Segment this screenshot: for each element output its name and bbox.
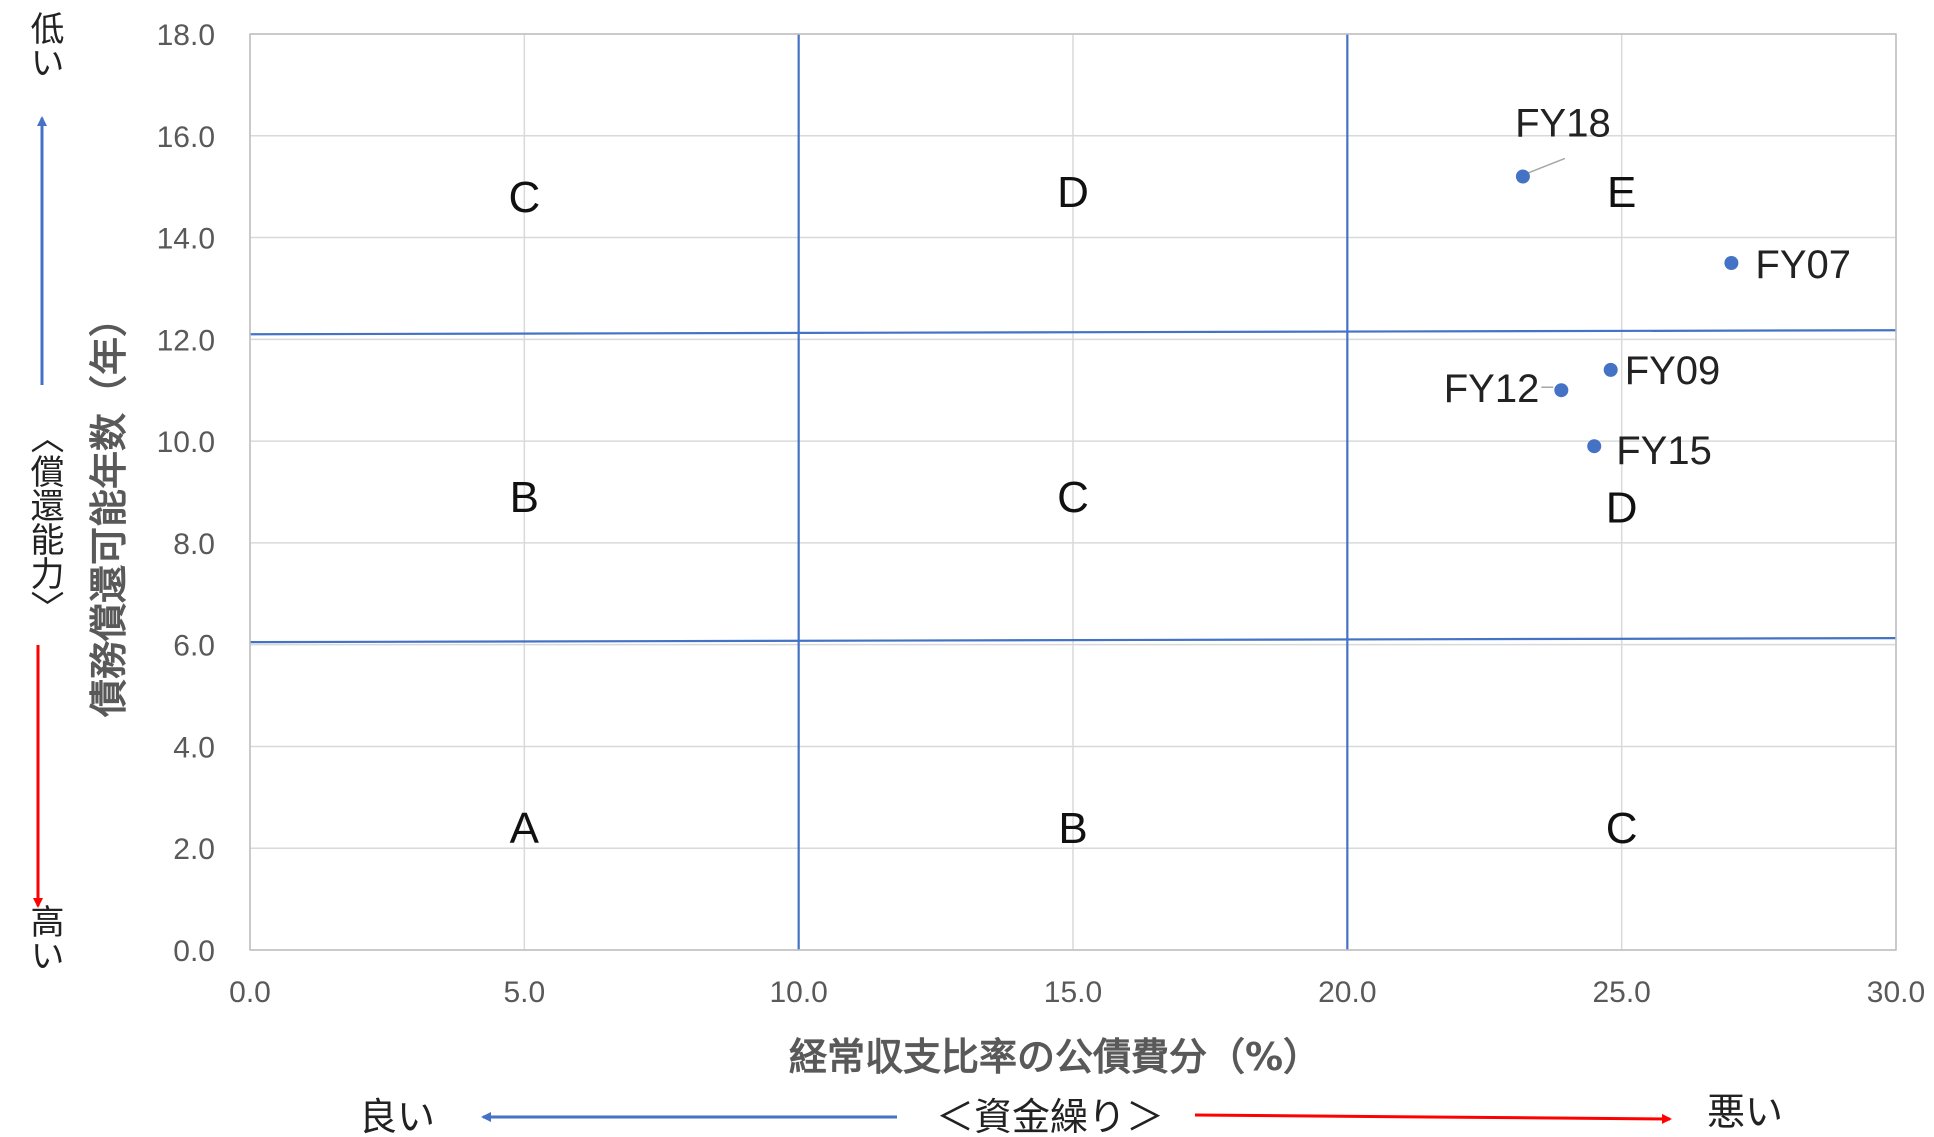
zone-label: C xyxy=(1057,473,1089,522)
zone-labels: A B C B C D C D E xyxy=(508,168,1637,853)
y-axis-title: 債務償還可能年数（年） xyxy=(87,299,131,718)
zone-label: C xyxy=(508,173,540,222)
x-right-arrow xyxy=(1194,1113,1672,1124)
y-tick-label: 2.0 xyxy=(173,833,215,866)
zone-label: C xyxy=(1606,804,1638,853)
y-axis-ticks: 0.0 2.0 4.0 6.0 8.0 10.0 12.0 14.0 16.0 18.0 xyxy=(157,19,215,968)
data-point-label: FY18 xyxy=(1515,101,1611,145)
x-center-label: ＜資金繰り＞ xyxy=(936,1095,1164,1137)
y-tick-label: 0.0 xyxy=(173,935,215,968)
x-tick-label: 0.0 xyxy=(229,976,271,1009)
y-tick-label: 6.0 xyxy=(173,630,215,663)
y-tick-label: 18.0 xyxy=(157,19,215,52)
data-point xyxy=(1554,383,1569,398)
horizontal-boundary-line xyxy=(249,637,1897,644)
zone-label: E xyxy=(1607,168,1636,217)
data-point xyxy=(1515,169,1530,184)
zone-label: D xyxy=(1057,168,1089,217)
x-tick-label: 25.0 xyxy=(1592,976,1650,1009)
y-tick-label: 4.0 xyxy=(173,731,215,764)
data-point-label: FY12 xyxy=(1444,367,1540,411)
data-points: FY18 FY07 FY09 FY12 FY15 xyxy=(1444,101,1851,473)
data-point-label: FY09 xyxy=(1625,349,1721,393)
y-tick-label: 12.0 xyxy=(157,324,215,357)
zone-label: A xyxy=(510,804,540,853)
y-side-label: 〈償還能力〉 xyxy=(24,420,64,624)
plot-area xyxy=(249,33,1897,951)
data-point-label: FY07 xyxy=(1755,243,1851,287)
x-axis-ticks: 0.0 5.0 10.0 15.0 20.0 25.0 30.0 xyxy=(229,976,1925,1009)
zone-boundary-lines xyxy=(249,34,1897,950)
x-tick-label: 15.0 xyxy=(1044,976,1102,1009)
y-tick-label: 10.0 xyxy=(157,426,215,459)
data-point xyxy=(1603,362,1618,377)
y-bottom-label: 高い xyxy=(24,904,64,972)
x-tick-label: 20.0 xyxy=(1318,976,1376,1009)
zone-label: D xyxy=(1606,483,1638,532)
data-point xyxy=(1724,256,1739,270)
zone-label: B xyxy=(1058,804,1087,853)
y-tick-label: 8.0 xyxy=(173,528,215,561)
zone-label: B xyxy=(510,473,539,522)
x-right-label: 悪い xyxy=(1707,1090,1783,1134)
data-point-label: FY15 xyxy=(1616,429,1712,473)
x-left-label: 良い xyxy=(359,1095,435,1137)
horizontal-boundary-line xyxy=(249,329,1897,336)
data-point xyxy=(1587,439,1602,454)
label-leader-line xyxy=(1526,157,1566,175)
y-top-label: 低い xyxy=(24,11,64,79)
x-tick-label: 5.0 xyxy=(503,976,545,1009)
y-tick-label: 16.0 xyxy=(157,121,215,154)
y-tick-label: 14.0 xyxy=(157,223,215,256)
x-tick-label: 30.0 xyxy=(1867,976,1925,1009)
x-axis-title: 経常収支比率の公債費分（%） xyxy=(789,1035,1321,1079)
x-tick-label: 10.0 xyxy=(769,976,827,1009)
